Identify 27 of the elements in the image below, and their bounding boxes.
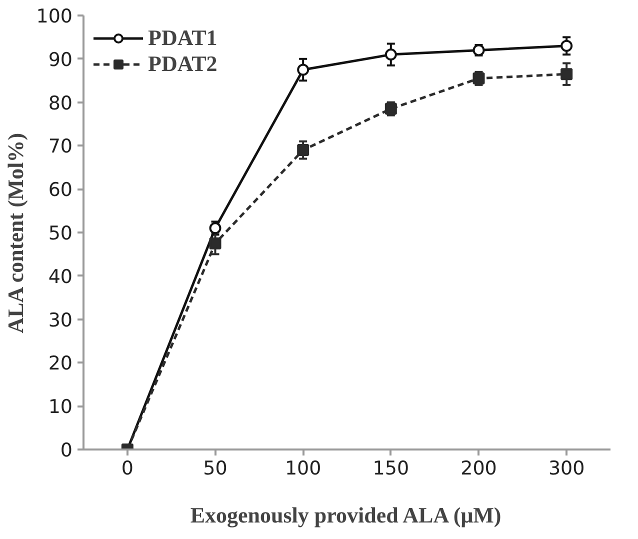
y-tick-label: 50 <box>48 222 73 244</box>
y-tick-label: 0 <box>60 440 73 462</box>
y-tick-label: 80 <box>48 92 73 114</box>
point <box>384 48 397 61</box>
x-axis-title: Exogenously provided ALA (μM) <box>190 502 502 528</box>
point <box>297 144 310 156</box>
x-tick-label: 150 <box>372 458 410 480</box>
x-tick-label: 200 <box>460 458 497 480</box>
y-tick-label: 90 <box>48 48 73 71</box>
x-tick-label: 300 <box>548 458 585 480</box>
point <box>209 237 222 250</box>
y-tick-label: 30 <box>48 309 73 332</box>
y-tick-label: 60 <box>48 179 73 202</box>
legend-label: PDAT1 <box>148 25 218 51</box>
y-axis-title: ALA content (Mol%) <box>3 132 28 334</box>
x-tick-label: 50 <box>203 458 228 480</box>
point <box>560 40 573 52</box>
point <box>297 64 310 76</box>
y-tick-label: 70 <box>48 136 73 158</box>
point <box>560 68 573 80</box>
y-tick-label: 100 <box>36 6 72 28</box>
y-tick-label: 40 <box>48 266 73 288</box>
x-tick-label: 0 <box>121 458 134 480</box>
legend-label: PDAT2 <box>148 51 218 77</box>
y-tick-label: 10 <box>48 396 73 418</box>
x-tick-label: 100 <box>284 458 322 480</box>
y-tick-label: 20 <box>48 352 73 375</box>
